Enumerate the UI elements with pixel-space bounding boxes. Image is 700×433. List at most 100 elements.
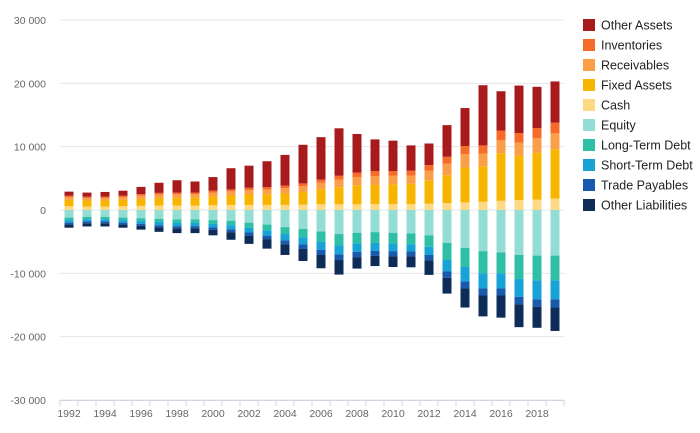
legend-swatch [583,79,595,91]
bar-segment-long-term-debt [406,233,416,245]
bar-segment-short-term-debt [388,243,398,252]
bar-segment-long-term-debt [442,242,452,261]
bar-segment-long-term-debt [496,252,506,274]
legend-label: Long-Term Debt [601,139,691,153]
bar-segment-other-assets [532,86,542,128]
bar-segment-cash [532,199,542,210]
bar-segment-equity [442,210,452,243]
legend-swatch [583,99,595,111]
bar-segment-other-liabilities [298,248,308,261]
bar-segment-short-term-debt [550,280,560,300]
bar-segment-short-term-debt [460,267,470,282]
bar-segment-equity [100,210,110,217]
legend-label: Short-Term Debt [601,159,693,173]
bar-segment-receivables [550,133,560,150]
bar-segment-inventories [352,172,362,178]
bar-segment-other-liabilities [208,229,218,236]
bar-segment-receivables [352,177,362,186]
x-tick-label: 1996 [129,408,153,420]
bar-segment-other-liabilities [244,235,254,244]
bar-segment-inventories [280,185,290,189]
bar-segment-inventories [514,133,524,143]
bar-segment-other-liabilities [154,227,164,232]
bar-segment-trade-payables [208,227,218,230]
bar-segment-other-liabilities [424,260,434,275]
bar-segment-receivables [280,188,290,194]
bar-segment-short-term-debt [172,222,182,227]
bar-segment-inventories [442,156,452,164]
bar-segment-cash [64,206,74,210]
x-tick-label: 2016 [489,408,513,420]
bar-segment-cash [388,203,398,210]
bar-segment-short-term-debt [406,244,416,252]
bar-segment-fixed-assets [208,196,218,206]
bar-segment-equity [208,210,218,221]
bar-segment-long-term-debt [280,227,290,235]
bar-segment-fixed-assets [352,185,362,205]
legend-label: Receivables [601,59,669,73]
bar-segment-short-term-debt [514,279,524,297]
bar-segment-short-term-debt [118,220,128,223]
bar-segment-receivables [118,197,128,200]
bar-segment-trade-payables [64,222,74,225]
bar-segment-short-term-debt [316,241,326,250]
bar-segment-long-term-debt [550,255,560,281]
bar-segment-other-liabilities [262,239,272,249]
bar-segment-fixed-assets [442,175,452,204]
legend-swatch [583,139,595,151]
bar-segment-fixed-assets [370,184,380,204]
bar-segment-long-term-debt [226,220,236,226]
bar-segment-trade-payables [262,235,272,240]
bar-segment-trade-payables [406,251,416,257]
bar-segment-receivables [298,186,308,192]
bar-segment-short-term-debt [262,230,272,236]
bar-segment-long-term-debt [118,217,128,221]
bar-segment-other-assets [118,190,128,196]
bar-segment-short-term-debt [208,223,218,228]
bar-segment-short-term-debt [298,237,308,245]
bar-segment-equity [118,210,128,218]
legend-label: Inventories [601,39,662,53]
bar-segment-equity [496,210,506,253]
bar-segment-trade-payables [334,254,344,261]
legend-swatch [583,199,595,211]
legend-swatch [583,59,595,71]
bar-segment-long-term-debt [136,218,146,222]
bar-segment-other-liabilities [370,255,380,267]
bar-segment-trade-payables [460,281,470,289]
bar-segment-receivables [442,163,452,176]
bar-segment-trade-payables [532,299,542,307]
bar-segment-trade-payables [316,249,326,255]
bar-segment-long-term-debt [334,234,344,246]
bar-segment-other-liabilities [82,223,92,227]
bar-segment-other-assets [262,161,272,188]
bar-segment-fixed-assets [460,167,470,203]
bar-segment-other-assets [226,168,236,190]
bar-segment-equity [424,210,434,236]
bar-segment-trade-payables [226,229,236,233]
bar-segment-other-assets [154,182,164,193]
bar-segment-inventories [316,179,326,183]
bar-segment-other-liabilities [64,224,74,228]
bar-segment-receivables [532,138,542,153]
bar-segment-equity [136,210,146,219]
bar-segment-equity [460,210,470,248]
bar-segment-inventories [334,175,344,180]
bar-segment-receivables [388,175,398,185]
bar-segment-cash [370,203,380,210]
x-axis: 1992 1994 1996 1998 2000 2002 2004 2006 2008 2010… [57,400,565,420]
legend-label: Trade Payables [601,179,688,193]
y-tick-label: -30 000 [10,395,46,407]
bar-segment-inventories [262,187,272,190]
legend-label: Fixed Assets [601,79,672,93]
bar-segment-cash [136,205,146,210]
bar-segment-other-assets [334,128,344,176]
bar-segment-receivables [136,195,146,199]
bar-segment-short-term-debt [478,273,488,289]
bar-segment-inventories [64,195,74,198]
bar-segment-receivables [100,197,110,201]
y-tick-label: -20 000 [10,332,46,344]
bar-segment-long-term-debt [190,219,200,223]
bar-segment-cash [190,205,200,210]
